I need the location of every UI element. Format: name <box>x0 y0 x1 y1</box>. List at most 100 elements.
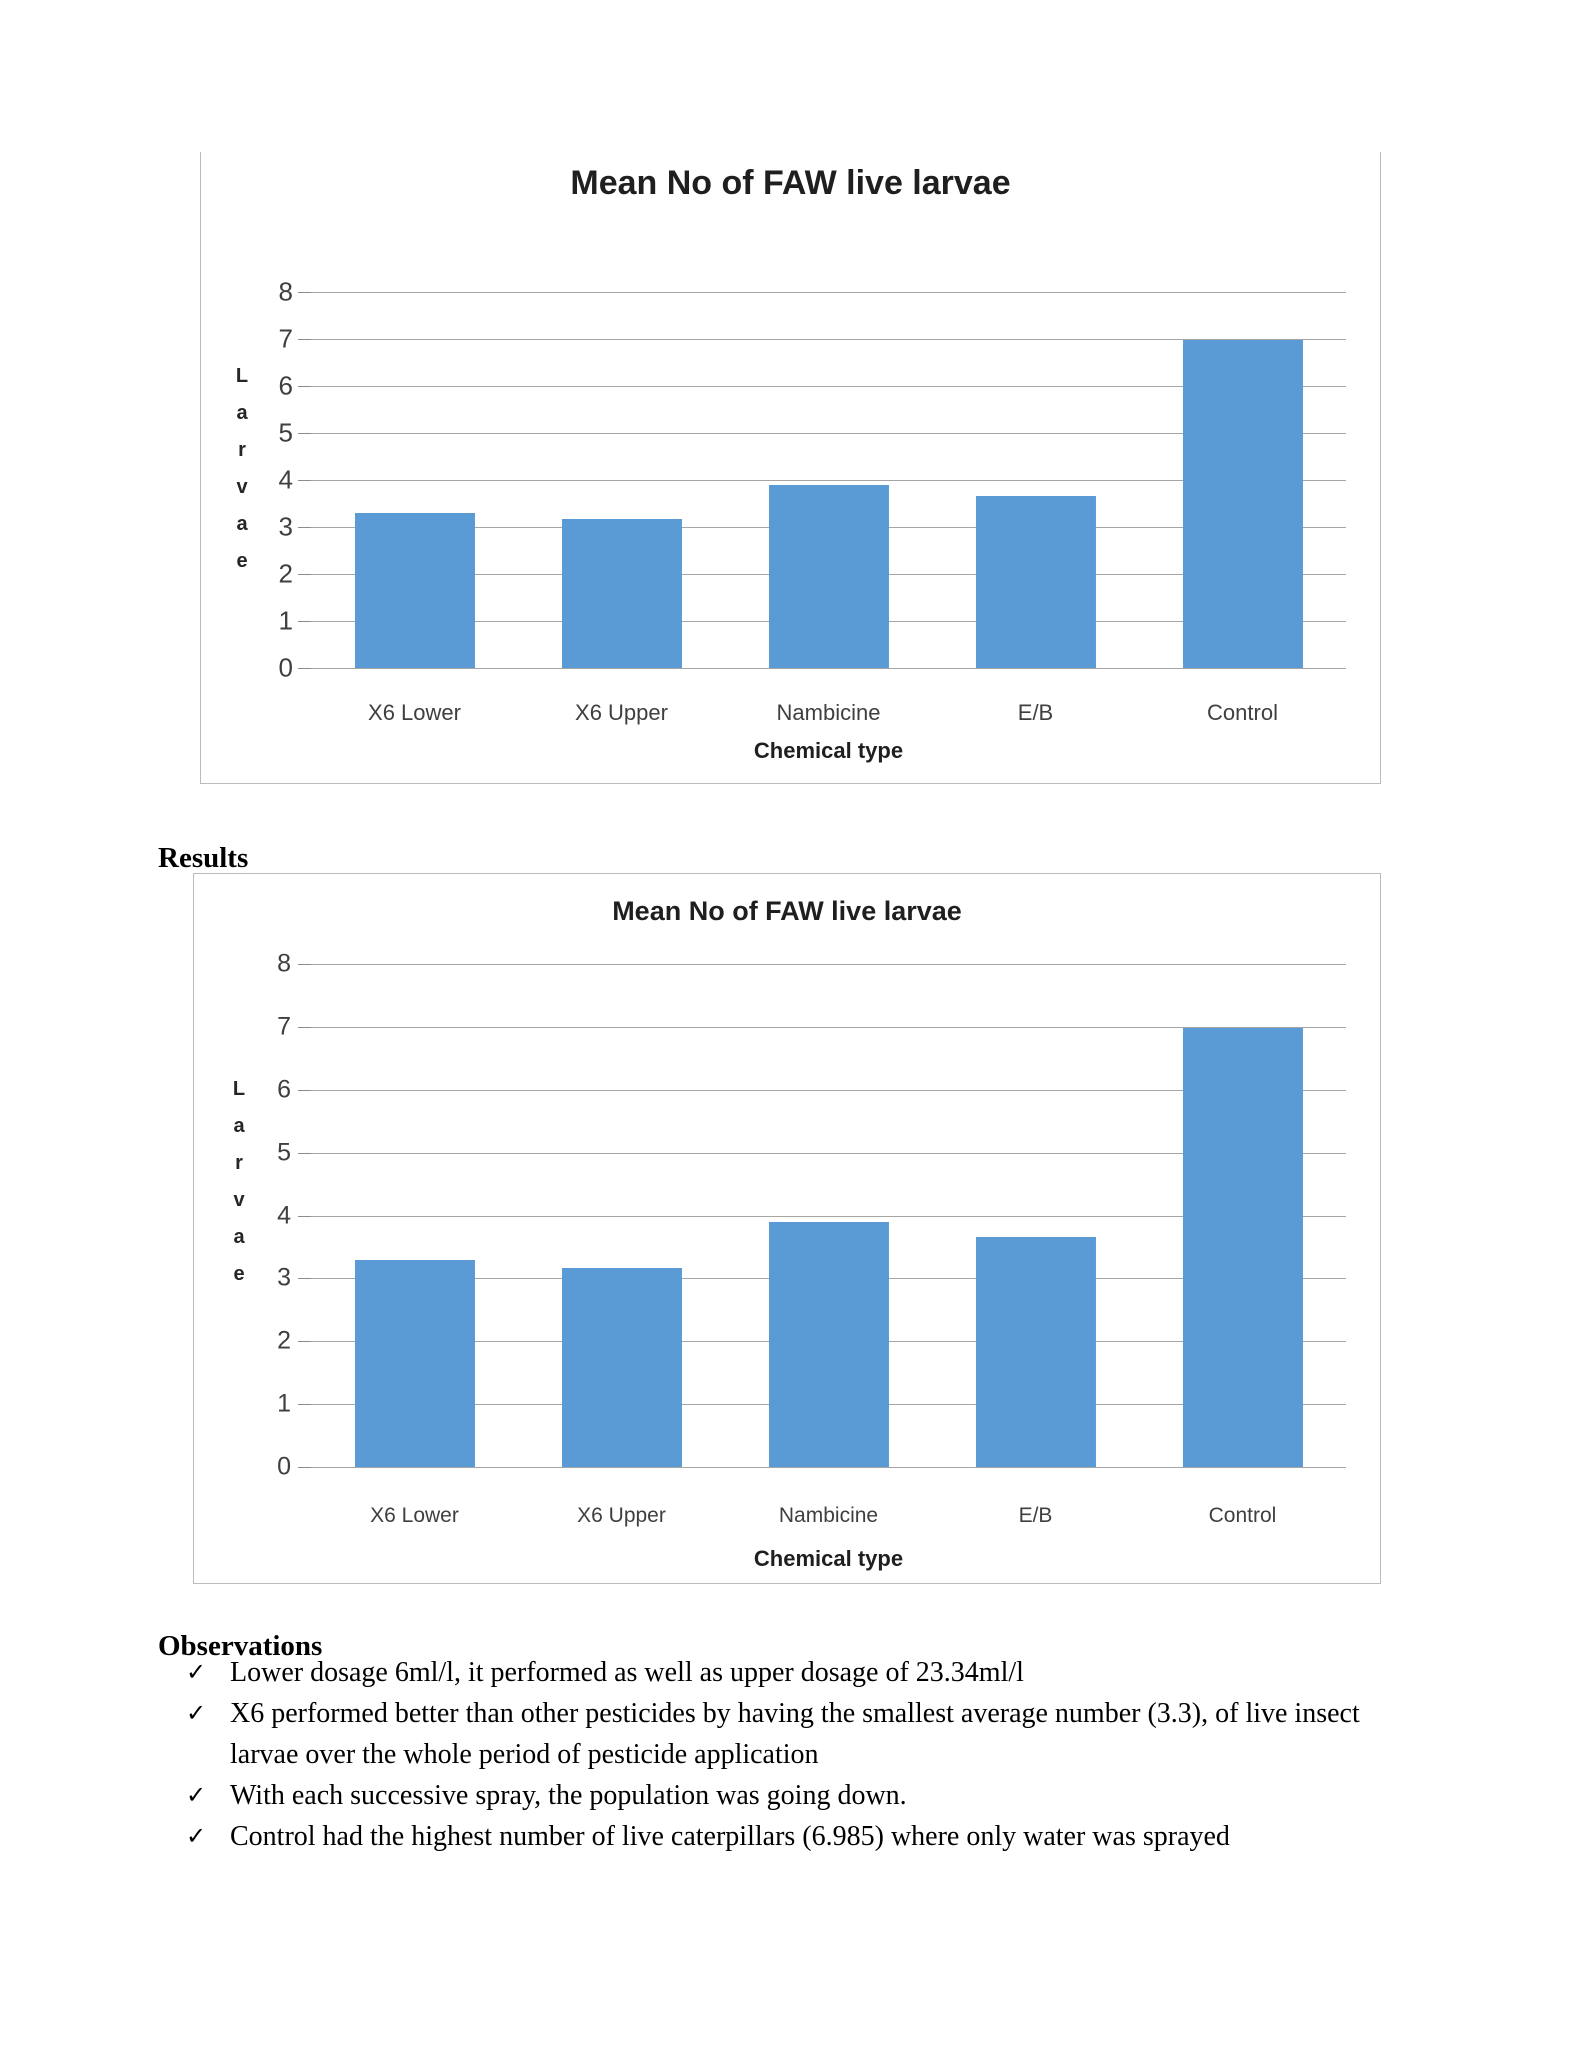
gridline <box>311 1215 1346 1217</box>
chart-title: Mean No of FAW live larvae <box>612 896 962 926</box>
y-axis-title: L a r v a e <box>232 1078 246 1285</box>
bars <box>311 292 1346 668</box>
y-tick-label: 3 <box>278 511 293 542</box>
y-tick-label: 7 <box>277 1012 291 1041</box>
bar-nambicine <box>768 1221 889 1467</box>
y-axis-tick <box>298 1467 311 1468</box>
category-labels: X6 Lower X6 Upper Nambicine E/B Control <box>311 1504 1346 1528</box>
y-axis-tick <box>298 574 311 575</box>
gridline <box>311 292 1346 293</box>
gridline <box>311 386 1346 387</box>
check-bullet-icon: ✓ <box>186 1658 207 1686</box>
chart-1: Mean No of FAW live larvae 0 1 2 3 4 5 6 7 8 L a r… <box>200 152 1381 784</box>
category-label: E/B <box>1017 700 1054 725</box>
y-tick-label: 1 <box>278 605 293 636</box>
observation-text: X6 performed better than other pesticide… <box>230 1698 1360 1770</box>
bar-slot <box>725 292 932 668</box>
y-tick-label: 0 <box>278 652 293 683</box>
y-tick-label: 4 <box>278 464 293 495</box>
observation-item: ✓ Lower dosage 6ml/l, it performed as wel… <box>186 1652 1436 1693</box>
observation-item: ✓ With each successive spray, the populat… <box>186 1775 1436 1816</box>
category-label: Control <box>1207 700 1278 725</box>
y-axis-tick <box>298 1152 311 1154</box>
y-axis-tick <box>298 1278 311 1280</box>
y-tick-label: 5 <box>278 417 293 448</box>
y-tick-label: 7 <box>278 323 293 354</box>
category-label: X6 Lower <box>370 1504 459 1527</box>
y-axis-tick <box>298 1341 311 1343</box>
y-axis-tick <box>298 527 311 528</box>
bar-slot <box>311 292 518 668</box>
y-tick-label: 2 <box>278 558 293 589</box>
bar-x6-upper <box>561 519 682 668</box>
y-axis-tick <box>298 668 311 669</box>
chart-2: Mean No of FAW live larvae 0 1 2 3 4 5 6 7 8 L a r… <box>193 873 1381 1584</box>
bar-slot <box>1139 292 1346 668</box>
y-axis-tick <box>298 964 311 965</box>
check-bullet-icon: ✓ <box>186 1699 207 1727</box>
bar-slot <box>932 964 1139 1467</box>
y-axis-tick <box>298 433 311 434</box>
y-tick-label: 4 <box>277 1201 291 1229</box>
category-label: X6 Upper <box>575 700 668 725</box>
observation-text: Control had the highest number of live c… <box>230 1821 1230 1852</box>
observations-heading: Observations <box>158 1630 323 1663</box>
y-tick-label: 2 <box>277 1326 291 1355</box>
y-tick-label: 8 <box>277 949 291 978</box>
bar-slot <box>518 292 725 668</box>
x-axis-title: Chemical type <box>753 738 904 763</box>
gridline <box>311 433 1346 434</box>
category-label: Control <box>1208 1504 1277 1527</box>
category-label: Nambicine <box>776 700 881 725</box>
x-axis-title: Chemical type <box>753 1546 904 1571</box>
observations-list: ✓ Lower dosage 6ml/l, it performed as wel… <box>186 1652 1436 1857</box>
bar-nambicine <box>768 484 889 668</box>
y-axis-tick <box>298 480 311 481</box>
gridline <box>311 1089 1346 1091</box>
observation-text: With each successive spray, the populati… <box>230 1780 907 1811</box>
plot-area: 0 1 2 3 4 5 6 7 8 <box>279 277 1346 683</box>
y-axis-tick <box>298 1215 311 1217</box>
category-label: Nambicine <box>778 1504 879 1527</box>
y-tick-label: 8 <box>278 276 293 307</box>
bar-slot <box>932 292 1139 668</box>
check-bullet-icon: ✓ <box>186 1781 207 1809</box>
observation-item: ✓ Control had the highest number of live … <box>186 1816 1436 1857</box>
bar-control <box>1182 339 1303 668</box>
y-axis-tick <box>298 292 311 293</box>
y-axis-tick <box>298 1026 311 1028</box>
bar-x6-lower <box>354 1259 475 1467</box>
y-axis-tick <box>298 386 311 387</box>
gridline <box>311 339 1346 340</box>
results-heading: Results <box>158 842 249 875</box>
category-label: E/B <box>1018 1504 1053 1527</box>
gridline <box>311 964 1346 965</box>
category-label: X6 Lower <box>368 700 461 725</box>
bar-slot <box>1139 964 1346 1467</box>
bars <box>311 964 1346 1467</box>
bar-slot <box>518 964 725 1467</box>
gridline <box>311 480 1346 481</box>
bar-e-b <box>975 495 1096 668</box>
y-axis-tick <box>298 621 311 622</box>
bar-x6-upper <box>561 1267 682 1467</box>
y-tick-label: 6 <box>277 1075 291 1104</box>
y-tick-label: 6 <box>278 370 293 401</box>
chart-title: Mean No of FAW live larvae <box>570 164 1011 202</box>
gridline <box>311 1152 1346 1154</box>
category-label: X6 Upper <box>577 1504 666 1527</box>
bar-control <box>1182 1027 1303 1467</box>
gridline <box>311 1026 1346 1028</box>
y-tick-label: 3 <box>277 1263 291 1292</box>
plot-area: 0 1 2 3 4 5 6 7 8 <box>277 950 1346 1481</box>
y-axis-tick <box>298 1089 311 1091</box>
observation-item: ✓ X6 performed better than other pesticid… <box>186 1693 1436 1775</box>
bar-x6-lower <box>354 512 475 668</box>
y-axis-tick <box>298 1404 311 1406</box>
observation-text: Lower dosage 6ml/l, it performed as well… <box>230 1657 1024 1688</box>
category-labels: X6 Lower X6 Upper Nambicine E/B Control <box>311 700 1346 726</box>
y-tick-label: 0 <box>277 1452 291 1481</box>
check-bullet-icon: ✓ <box>186 1822 207 1850</box>
y-axis-tick <box>298 339 311 340</box>
